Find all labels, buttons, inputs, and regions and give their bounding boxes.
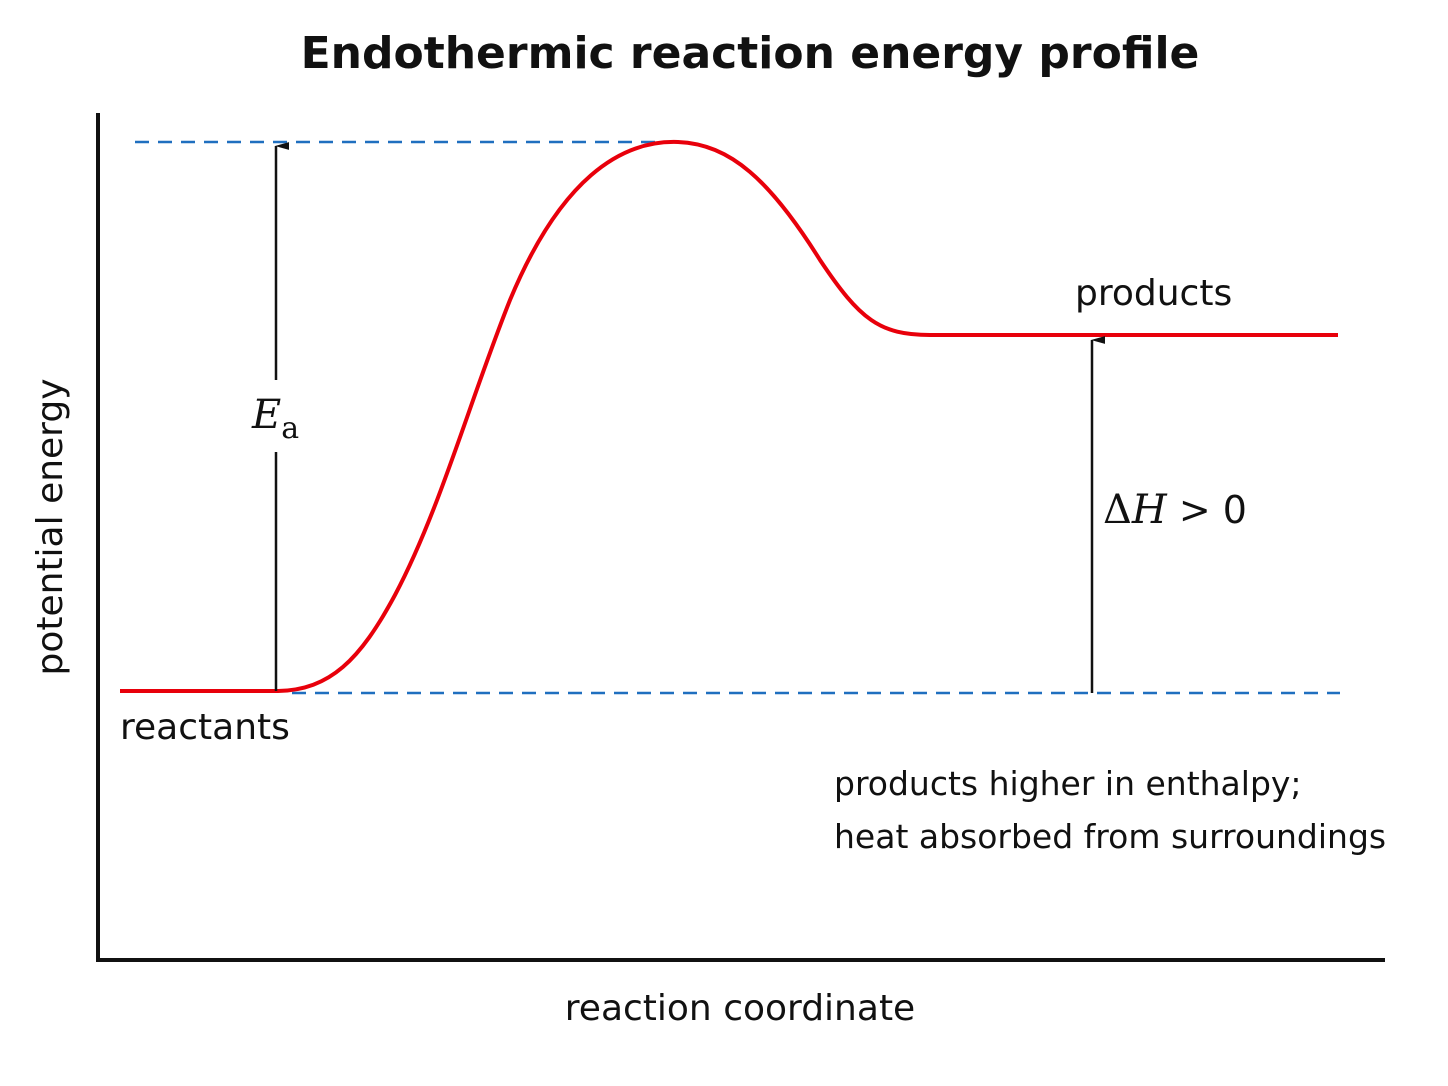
diagram-title: Endothermic reaction energy profile — [301, 28, 1200, 79]
products-label: products — [1075, 273, 1232, 314]
x-axis-label: reaction coordinate — [565, 988, 915, 1029]
y-axis-label: potential energy — [30, 378, 71, 675]
enthalpy-change-label: ΔH > 0 — [1103, 487, 1247, 533]
energy-curve — [120, 139, 1338, 693]
reactants-label: reactants — [120, 707, 290, 748]
delta-symbol: Δ — [1103, 487, 1132, 533]
enthalpy-relation: > 0 — [1167, 488, 1247, 532]
note-line-1: products higher in enthalpy; — [834, 764, 1302, 803]
enthalpy-symbol: H — [1131, 487, 1168, 533]
activation-energy-label: Ea — [251, 392, 299, 446]
activation-energy-symbol: E — [251, 392, 281, 438]
note-line-2: heat absorbed from surroundings — [834, 817, 1386, 856]
activation-energy-label-background — [245, 380, 307, 452]
activation-energy-subscript: a — [281, 411, 299, 446]
